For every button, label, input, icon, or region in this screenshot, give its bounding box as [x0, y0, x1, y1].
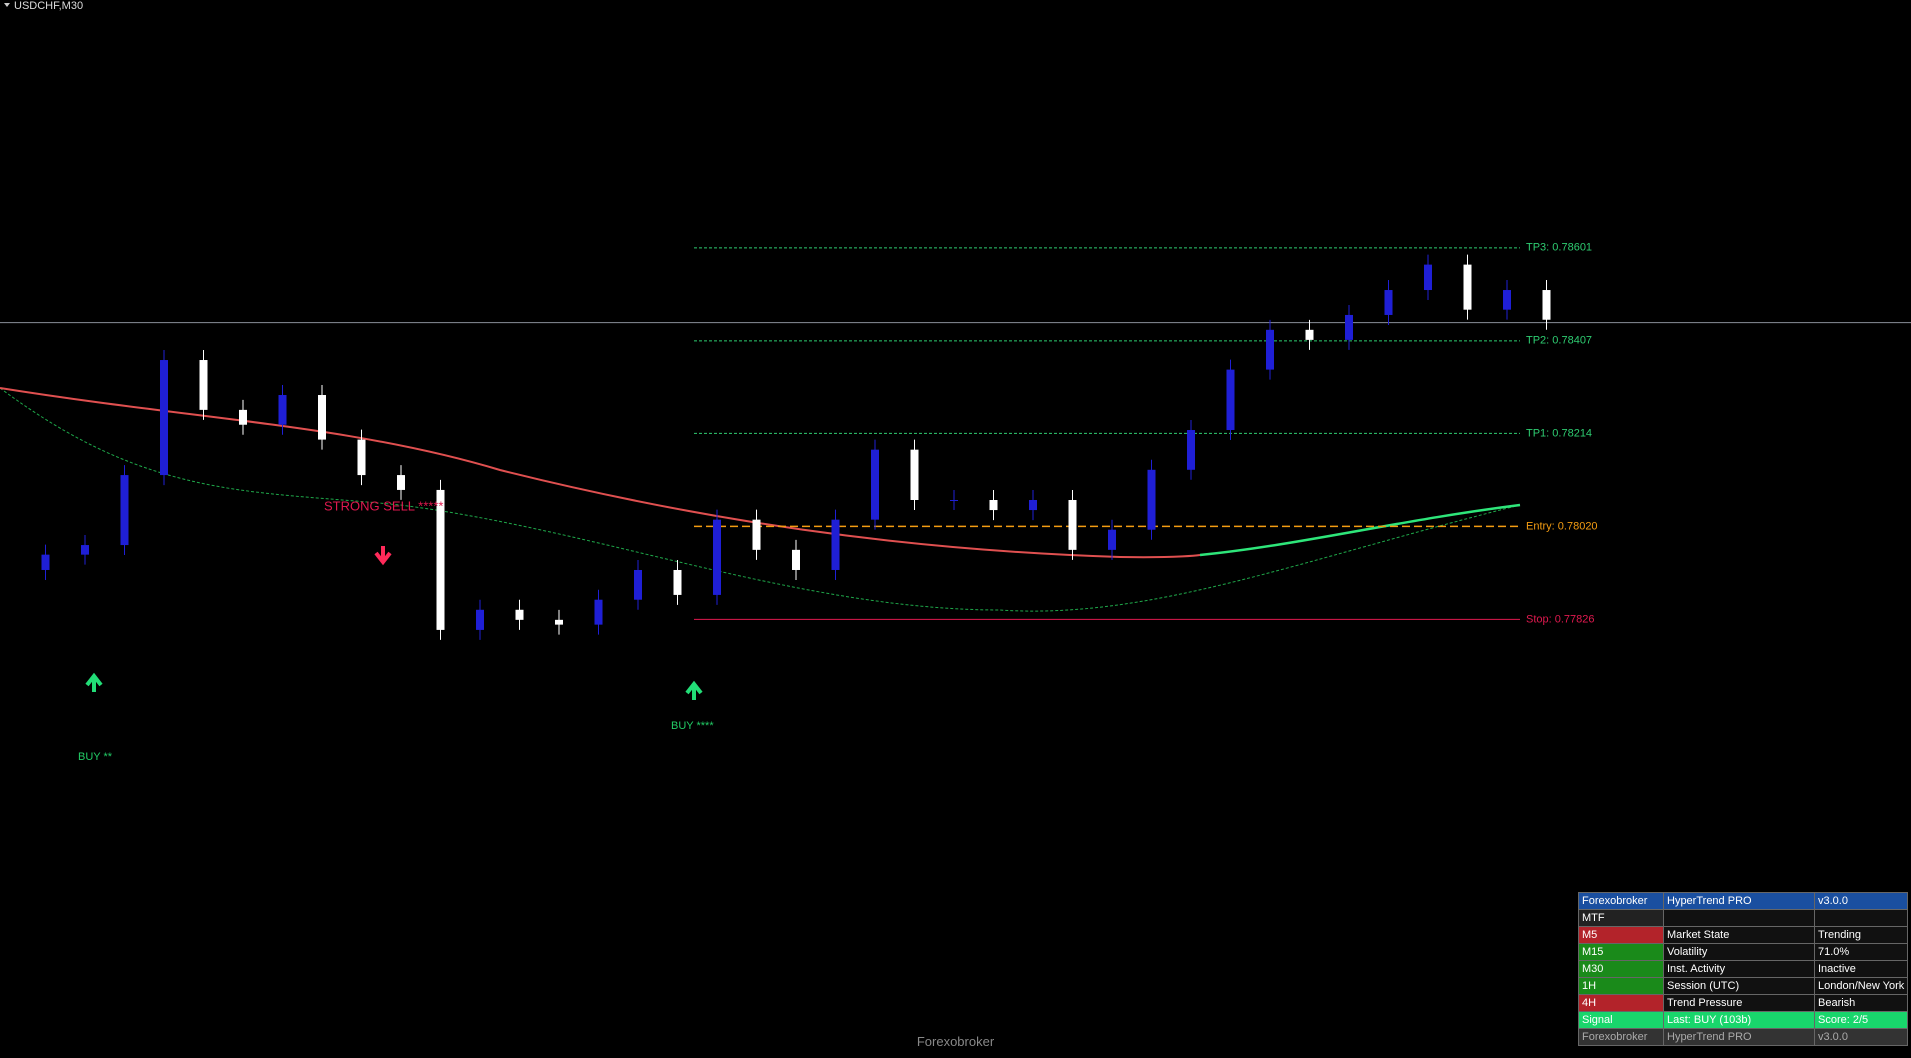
- panel-cell: London/New York: [1813, 977, 1909, 995]
- buy-arrow: [685, 680, 703, 700]
- candle-body: [594, 599, 603, 625]
- candle-body: [436, 489, 445, 630]
- menu-arrow[interactable]: [4, 3, 10, 7]
- panel-row: 4H Trend Pressure Bearish: [1578, 994, 1909, 1012]
- candle-body: [41, 554, 50, 570]
- panel-cell: MTF: [1578, 909, 1664, 927]
- panel-cell: HyperTrend PRO: [1663, 892, 1815, 910]
- candle-body: [1068, 499, 1077, 550]
- panel-row: Signal Last: BUY (103b) Score: 2/5: [1578, 1011, 1909, 1029]
- candle-body: [792, 549, 800, 570]
- panel-row: Forexobroker HyperTrend PRO v3.0.0: [1578, 1028, 1909, 1046]
- level-label: TP2: 0.78407: [1526, 335, 1592, 347]
- candle-body: [634, 569, 642, 600]
- panel-cell: Inst. Activity: [1663, 960, 1815, 978]
- candle-body: [1029, 499, 1037, 511]
- panel-row: 1H Session (UTC) London/New York: [1578, 977, 1909, 995]
- candle-body: [278, 395, 287, 425]
- candle-body: [1463, 264, 1472, 310]
- panel-cell: Signal: [1578, 1011, 1664, 1029]
- level-label: TP3: 0.78601: [1526, 242, 1592, 254]
- panel-cell: Score: 2/5: [1813, 1011, 1909, 1029]
- candle-body: [515, 609, 524, 620]
- panel-cell: Market State: [1663, 926, 1815, 944]
- candle-body: [1147, 469, 1156, 530]
- candle-body: [1384, 290, 1393, 315]
- panel-row: M30 Inst. Activity Inactive: [1578, 960, 1909, 978]
- candle-body: [1187, 430, 1195, 470]
- candle-body: [1345, 314, 1353, 340]
- panel-cell: M5: [1578, 926, 1664, 944]
- candle-body: [239, 409, 247, 425]
- panel-cell: 4H: [1578, 994, 1664, 1012]
- candle-body: [989, 499, 998, 511]
- candle-body: [120, 475, 129, 546]
- candle-body: [199, 360, 208, 410]
- panel-cell: Last: BUY (103b): [1663, 1011, 1815, 1029]
- panel-cell: Trend Pressure: [1663, 994, 1815, 1012]
- panel-cell: HyperTrend PRO: [1663, 1028, 1815, 1046]
- candle-body: [831, 519, 840, 570]
- panel-row: M15 Volatility 71.0%: [1578, 943, 1909, 961]
- panel-cell: Inactive: [1813, 960, 1909, 978]
- ma-slow: [0, 387, 1521, 612]
- candle-body: [950, 499, 958, 501]
- candle-body: [81, 545, 89, 555]
- level-label: Entry: 0.78020: [1526, 520, 1598, 532]
- panel-row: M5 Market State Trending: [1578, 926, 1909, 944]
- panel-cell: Session (UTC): [1663, 977, 1815, 995]
- level-label: TP1: 0.78214: [1526, 427, 1592, 439]
- panel-cell: Forexobroker: [1578, 892, 1664, 910]
- panel-cell: [1663, 909, 1815, 927]
- candle-body: [752, 519, 761, 550]
- candle-body: [713, 519, 721, 595]
- level-label: Stop: 0.77826: [1526, 613, 1595, 625]
- candle-body: [673, 569, 682, 595]
- panel-row: Forexobroker HyperTrend PRO v3.0.0: [1578, 892, 1909, 910]
- candle-body: [476, 609, 484, 630]
- watermark: Forexobroker: [916, 1034, 995, 1049]
- candle-body: [318, 395, 326, 440]
- ma-trend-up: [1199, 503, 1521, 557]
- panel-cell: M30: [1578, 960, 1664, 978]
- signal-annotation: BUY ****: [671, 720, 714, 732]
- panel-cell: 71.0%: [1813, 943, 1909, 961]
- candle-body: [1266, 329, 1274, 370]
- symbol: USDCHF,M30: [14, 0, 83, 12]
- candle-body: [1108, 529, 1116, 550]
- candle-body: [871, 449, 879, 520]
- panel-cell: Bearish: [1813, 994, 1909, 1012]
- candle-body: [1305, 329, 1314, 340]
- panel-cell: v3.0.0: [1813, 892, 1909, 910]
- candle-body: [357, 439, 366, 476]
- candle-body: [397, 475, 405, 490]
- candle-body: [160, 360, 168, 476]
- buy-arrow: [85, 672, 103, 692]
- candle-body: [1503, 290, 1511, 310]
- candle-body: [555, 619, 563, 625]
- candle-body: [1226, 369, 1235, 431]
- candle-body: [1542, 290, 1551, 320]
- info-panel: Forexobroker HyperTrend PRO v3.0.0 MTF M5 Mar…: [1578, 892, 1909, 1046]
- panel-cell: M15: [1578, 943, 1664, 961]
- panel-cell: Trending: [1813, 926, 1909, 944]
- signal-annotation: BUY **: [78, 751, 113, 763]
- candle-body: [910, 449, 919, 500]
- panel-row: MTF: [1578, 909, 1909, 927]
- panel-cell: Forexobroker: [1578, 1028, 1664, 1046]
- panel-cell: [1813, 909, 1909, 927]
- panel-cell: Volatility: [1663, 943, 1815, 961]
- panel-cell: v3.0.0: [1813, 1028, 1909, 1046]
- ma-trend: [0, 387, 1201, 559]
- sell-arrow: [374, 546, 392, 566]
- panel-cell: 1H: [1578, 977, 1664, 995]
- signal-annotation: STRONG SELL *****: [324, 498, 443, 513]
- candle-body: [1424, 264, 1432, 291]
